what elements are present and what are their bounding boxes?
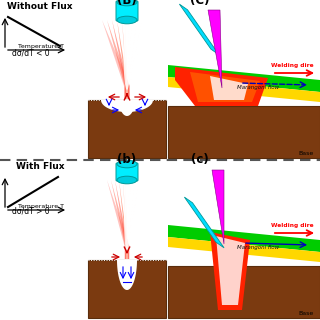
Ellipse shape (117, 176, 137, 184)
Polygon shape (190, 72, 260, 102)
Text: Welding dire: Welding dire (271, 63, 314, 68)
Polygon shape (107, 180, 147, 259)
Text: Marangoni flow: Marangoni flow (237, 85, 279, 90)
Polygon shape (168, 225, 320, 252)
Text: dσ/dT > 0: dσ/dT > 0 (12, 207, 50, 216)
Polygon shape (210, 232, 250, 310)
Ellipse shape (117, 160, 137, 168)
Polygon shape (122, 20, 132, 99)
Polygon shape (125, 20, 129, 99)
Text: Temperature T: Temperature T (18, 204, 64, 209)
Text: With Flux: With Flux (16, 162, 64, 171)
Polygon shape (111, 180, 143, 259)
Ellipse shape (124, 180, 130, 253)
Polygon shape (117, 20, 137, 99)
Text: Temperature T: Temperature T (18, 44, 64, 49)
Bar (88, 260, 166, 318)
FancyBboxPatch shape (116, 1, 138, 21)
Bar (88, 100, 166, 158)
Bar (168, 266, 320, 318)
Polygon shape (168, 77, 320, 102)
Polygon shape (115, 180, 139, 259)
Text: (c): (c) (191, 153, 209, 166)
Polygon shape (102, 20, 152, 99)
FancyBboxPatch shape (116, 163, 138, 181)
Polygon shape (101, 100, 153, 112)
Ellipse shape (117, 16, 137, 24)
Polygon shape (112, 20, 142, 99)
Text: Base: Base (299, 151, 314, 156)
Text: Welding dire: Welding dire (271, 223, 314, 228)
Polygon shape (179, 4, 219, 55)
Polygon shape (208, 10, 222, 88)
Polygon shape (168, 65, 320, 92)
Polygon shape (168, 237, 320, 262)
Text: dσ/dT < 0: dσ/dT < 0 (12, 48, 50, 57)
Polygon shape (125, 180, 129, 259)
Polygon shape (210, 76, 248, 100)
Polygon shape (117, 260, 137, 290)
Text: (B): (B) (117, 0, 137, 7)
Polygon shape (175, 67, 268, 106)
Polygon shape (119, 100, 135, 116)
Ellipse shape (117, 0, 137, 6)
Polygon shape (212, 170, 224, 244)
Text: Without Flux: Without Flux (7, 2, 73, 11)
Polygon shape (107, 20, 147, 99)
Text: (C): (C) (190, 0, 210, 7)
Polygon shape (184, 197, 224, 248)
Text: Marangoni flow: Marangoni flow (237, 245, 279, 250)
Ellipse shape (124, 19, 131, 90)
Bar (168, 106, 320, 158)
Polygon shape (216, 236, 245, 305)
Polygon shape (123, 180, 131, 259)
Polygon shape (119, 180, 135, 259)
Text: Base: Base (299, 311, 314, 316)
Text: (b): (b) (117, 153, 137, 166)
